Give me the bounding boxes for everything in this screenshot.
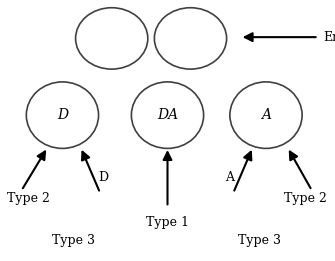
Text: Type 1: Type 1 [146,216,189,229]
Text: A: A [225,171,234,184]
Text: Type 3: Type 3 [53,234,95,247]
Text: Type 3: Type 3 [238,234,281,247]
Text: Empty: Empty [324,31,335,44]
Text: D: D [57,108,68,122]
Text: Type 2: Type 2 [284,192,327,205]
Text: A: A [261,108,271,122]
Text: Type 2: Type 2 [7,192,50,205]
Text: DA: DA [157,108,178,122]
Text: D: D [98,171,109,184]
